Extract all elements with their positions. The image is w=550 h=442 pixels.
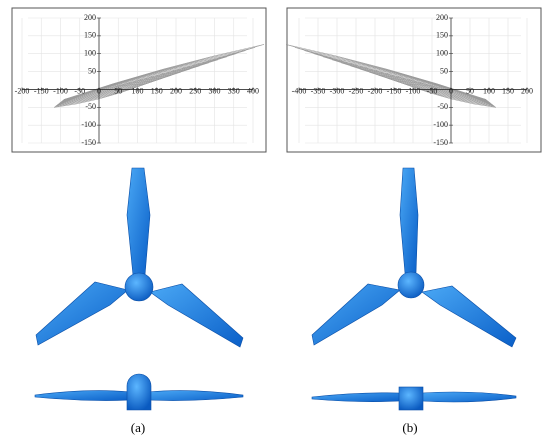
x-tick-label: -50 [427,86,438,95]
x-tick-label: -150 [34,86,49,95]
x-tick-label: 150 [151,86,163,95]
y-tick-label: -150 [433,138,448,147]
plot: -400 -350 -300 -250 -200 -150 -100 -50 0 50 100 150… [285,7,542,153]
turbine-a-side [34,373,244,411]
x-tick-label: -350 [311,86,326,95]
x-tick-label: -50 [74,86,85,95]
x-tick-label: 100 [132,86,144,95]
y-tick-label: 100 [84,49,96,58]
y-tick-label: 150 [84,31,96,40]
x-tick-label: 200 [170,86,182,95]
x-tick-label: -300 [330,86,345,95]
x-tick-label: 300 [209,86,221,95]
y-tick-label: 200 [84,13,96,22]
x-tick-label: 200 [521,86,533,95]
y-tick-label: -100 [81,120,96,129]
y-tick-label: -100 [433,120,448,129]
y-tick-label: 50 [440,66,448,75]
x-tick-label: 50 [466,86,474,95]
x-tick-label: -100 [406,86,421,95]
x-tick-label: 150 [502,86,514,95]
x-tick-label: 350 [228,86,240,95]
captions: (a) (b) [131,420,418,435]
y-tick-label: -50 [85,102,96,111]
turbine-b-front [311,167,517,348]
blade-sections [285,44,497,108]
blade-sections [53,44,265,108]
x-tick-label: -100 [53,86,68,95]
x-tick-label: 250 [189,86,201,95]
y-tick-label: -150 [81,138,96,147]
x-tick-label: 100 [483,86,495,95]
section-outline [285,44,487,100]
y-tick-label: 50 [88,66,96,75]
y-tick-label: 150 [436,31,448,40]
section-outline [63,44,265,100]
x-tick-label: 0 [449,86,453,95]
y-tick-label: 100 [436,49,448,58]
x-tick-label: -250 [349,86,364,95]
plot: -200 -150 -100 -50 0 50 100 150 200 250 300 350 400-… [11,7,267,153]
x-tick-label: -200 [368,86,383,95]
turbine-b-side [311,386,517,411]
y-tick-label: -50 [437,102,448,111]
x-tick-label: 400 [247,86,259,95]
x-tick-label: 0 [97,86,101,95]
x-tick-label: -150 [387,86,402,95]
plots: -200 -150 -100 -50 0 50 100 150 200 250 300 350 400-… [11,7,542,153]
panel-label: (a) [131,420,145,435]
panel-label: (b) [402,420,417,435]
turbine-a-front [35,167,244,348]
x-tick-label: 50 [114,86,122,95]
x-tick-label: -400 [292,86,307,95]
x-tick-label: -200 [15,86,30,95]
y-tick-label: 200 [436,13,448,22]
